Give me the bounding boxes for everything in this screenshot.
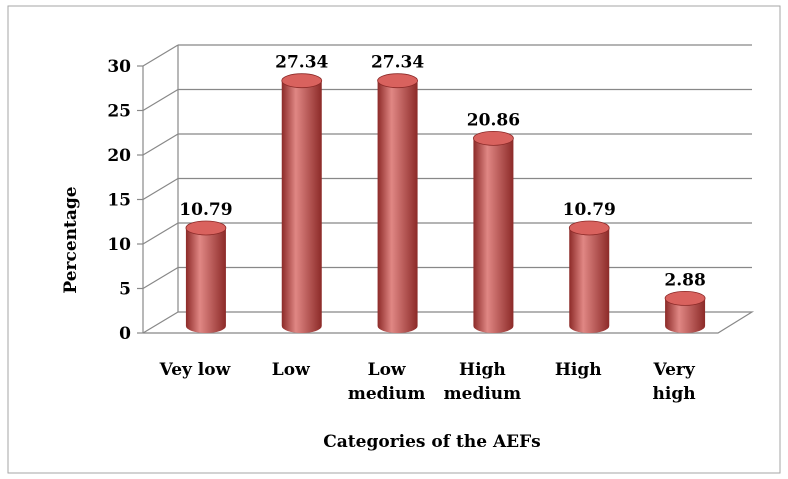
y-tick-label: 0 [119,324,131,344]
y-tick-label: 15 [107,191,131,211]
x-tick-label: Very [652,360,695,380]
y-tick-label: 30 [107,57,131,77]
bar-body [377,80,418,333]
floor-outline [143,311,755,334]
data-label: 27.34 [371,53,424,73]
x-tick-label: medium [444,384,522,404]
data-label: 10.79 [179,200,232,220]
bar-body [665,298,706,333]
bar-top [473,130,514,146]
gridline-depth [142,88,179,112]
bar-top [185,220,227,236]
x-tick-labels: Vey low Low Low medium High medium High Very hig… [159,360,696,404]
bar-body [473,138,514,333]
bar-top [568,220,610,236]
x-tick-label: Vey low [159,360,231,380]
data-labels: 10.79 27.34 27.34 20.86 10.79 2.88 [179,53,705,291]
x-tick-label: medium [348,384,426,404]
y-tick-label: 5 [119,280,131,300]
data-label: 27.34 [275,53,328,73]
bar-top [281,73,323,89]
x-tick-label: High [459,360,506,380]
bar-top [664,290,706,306]
x-tick-label: Low [368,360,406,380]
bar-body [281,80,322,333]
bar [377,73,418,333]
data-label: 10.79 [563,200,616,220]
bar-body [569,227,610,333]
bar [281,73,323,333]
y-tick-labels: 0 5 10 15 20 25 30 [107,57,131,344]
gridlines [137,44,755,334]
x-axis-title: Categories of the AEFs [323,432,540,452]
gridline-depth [142,177,179,201]
x-tick-label: high [653,384,696,404]
bar [185,220,227,333]
y-tick-label: 25 [107,102,131,122]
gridline-depth [142,222,179,245]
bar-top [377,73,418,89]
y-tick-label: 20 [107,146,131,166]
bar [664,290,706,333]
bar [473,130,514,333]
gridline-depth [142,133,179,156]
bar-body [185,227,226,333]
y-axis-title: Percentage [61,186,81,293]
x-tick-label: Low [272,360,310,380]
y-tick-label: 10 [107,235,131,255]
x-tick-label: High [555,360,602,380]
bars [185,73,706,333]
gridline-depth [142,311,179,334]
data-label: 20.86 [467,110,520,130]
gridline-depth [142,44,179,67]
bar [568,220,610,333]
gridline-depth [142,266,179,290]
data-label: 2.88 [664,270,705,290]
